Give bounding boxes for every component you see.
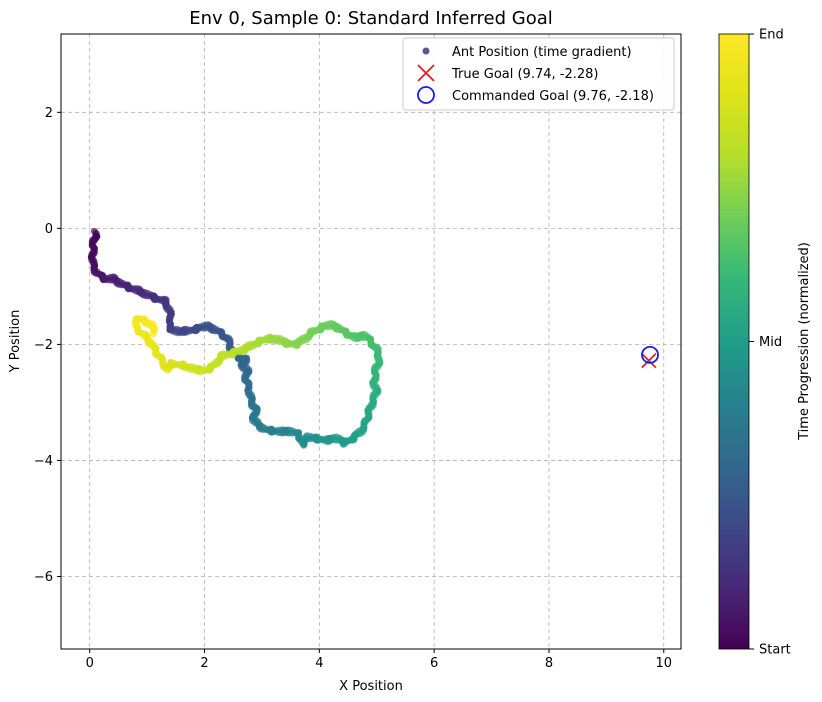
legend-label-true-goal: True Goal (9.74, -2.28) (451, 67, 598, 82)
x-tick-label: 4 (315, 656, 323, 671)
legend-swatch-commanded-goal (417, 86, 435, 104)
grid-lines (61, 34, 681, 649)
y-tick-label: −6 (34, 570, 53, 585)
y-axis-ticks: −6 −4 −2 0 2 (34, 106, 61, 585)
y-tick-label: −4 (34, 454, 53, 469)
x-axis-label: X Position (339, 679, 403, 694)
y-tick-label: 0 (45, 222, 53, 237)
x-tick-label: 0 (86, 656, 94, 671)
colorbar-tick-label: Start (759, 643, 791, 658)
legend-swatch-true-goal (417, 64, 435, 82)
x-tick-label: 2 (200, 656, 208, 671)
colorbar-gradient (718, 33, 750, 650)
trajectory-point (149, 330, 157, 338)
colorbar-label: Time Progression (normalized) (797, 242, 812, 441)
x-tick-label: 10 (656, 656, 673, 671)
legend-label-commanded-goal: Commanded Goal (9.76, -2.18) (452, 89, 654, 104)
goal-marker-layer (641, 345, 659, 369)
x-axis-ticks: 0 2 4 6 8 10 (86, 649, 672, 671)
x-tick-label: 8 (545, 656, 553, 671)
commanded-goal-marker (641, 345, 659, 364)
y-tick-label: −2 (34, 338, 53, 353)
colorbar-ticks: Start Mid End (749, 28, 791, 658)
true-goal-marker (641, 353, 657, 369)
legend-swatch-trajectory (422, 47, 430, 55)
trajectory-layer (87, 227, 384, 449)
y-tick-label: 2 (45, 106, 53, 121)
x-tick-label: 6 (430, 656, 438, 671)
chart-title: Env 0, Sample 0: Standard Inferred Goal (189, 8, 553, 29)
colorbar-tick-label: Mid (759, 335, 782, 350)
legend: Ant Position (time gradient) True Goal (… (402, 37, 675, 111)
y-axis-label: Y Position (8, 310, 23, 374)
legend-box (402, 37, 675, 111)
plot-frame (60, 33, 682, 650)
colorbar-tick-label: End (759, 28, 784, 43)
colorbar: Start Mid End Time Progression (normalized… (718, 28, 812, 658)
legend-label-trajectory: Ant Position (time gradient) (452, 45, 632, 60)
